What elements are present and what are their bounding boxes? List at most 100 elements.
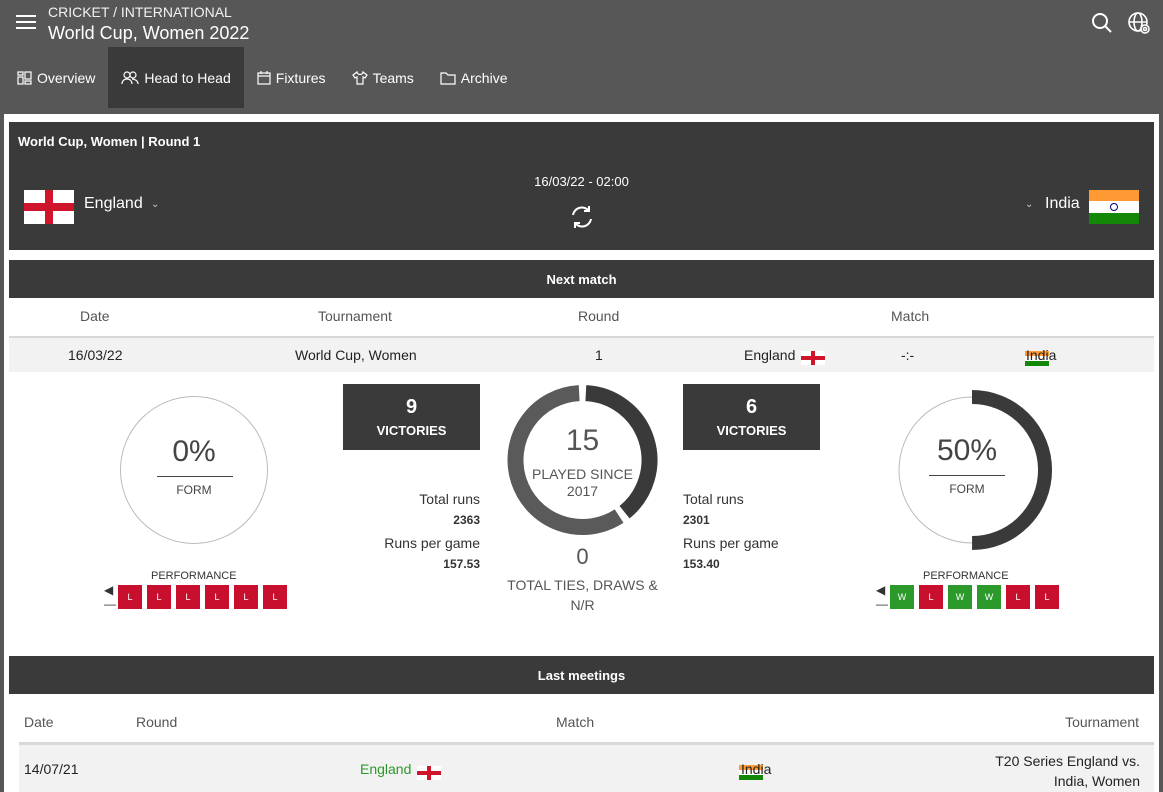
match-round: 1 (595, 347, 603, 363)
match-away-team: India (1026, 347, 1057, 363)
lm-tournament: T20 Series England vs. India, Women (995, 753, 1140, 789)
away-form-label: FORM (949, 482, 985, 496)
away-form-gauge: 50% FORM (893, 396, 1041, 544)
page-title: World Cup, Women 2022 (48, 23, 250, 43)
played-label: PLAYED SINCE 2017 (532, 466, 633, 499)
lm-date: 14/07/21 (24, 761, 79, 777)
tab-label: Overview (37, 69, 96, 86)
ties-count: 0 (576, 544, 589, 569)
result-badge: L (1035, 585, 1059, 609)
match-score: -:- (901, 347, 915, 363)
away-rpg-value: 153.40 (683, 557, 720, 571)
away-form-value: 50% (936, 434, 998, 467)
match-tournament: World Cup, Women (295, 347, 417, 363)
col-header-tournament: Tournament (318, 308, 392, 324)
result-badge: W (948, 585, 972, 609)
tab-bar: Overview Head to Head Fixtures Teams Arc… (4, 47, 520, 108)
lm-home-team: England (360, 761, 412, 777)
home-form-label: FORM (176, 483, 212, 497)
played-count: 15 (565, 424, 600, 457)
away-total-runs-label: Total runs (683, 491, 744, 507)
home-victories-box: 9 VICTORIES (343, 384, 480, 450)
result-badge: L (263, 585, 287, 609)
away-runs-per-game: Runs per game 153.40 (683, 535, 779, 571)
top-header: CRICKET / INTERNATIONAL World Cup, Women… (0, 0, 1163, 108)
ties-label: TOTAL TIES, DRAWS & N/R (507, 577, 658, 613)
lm-header-match: Match (556, 714, 595, 730)
away-performance-label: PERFORMANCE (923, 570, 1009, 582)
gauge-fill (971, 390, 1052, 550)
chevron-down-icon[interactable]: ⌄ (151, 199, 160, 210)
round-title: World Cup, Women | Round 1 (18, 134, 201, 149)
result-badge: L (147, 585, 171, 609)
tab-teams[interactable]: Teams (339, 47, 427, 108)
divider (929, 475, 1005, 476)
refresh-icon[interactable] (569, 204, 595, 230)
result-badge: L (205, 585, 229, 609)
last-meetings-bar: Last meetings (9, 656, 1154, 694)
shirt-icon (351, 70, 368, 85)
home-form-gauge: 0% FORM (120, 396, 268, 544)
result-badge: L (1006, 585, 1030, 609)
tab-archive[interactable]: Archive (427, 47, 521, 108)
home-performance-label: PERFORMANCE (151, 570, 237, 582)
home-form-value: 0% (172, 435, 216, 468)
away-total-runs: Total runs 2301 (683, 491, 744, 527)
next-match-row[interactable]: 16/03/22 World Cup, Women 1 England -:- … (9, 336, 1154, 372)
result-badge: L (919, 585, 943, 609)
lm-away-team: India (741, 761, 772, 777)
folder-icon (440, 71, 456, 85)
col-header-round: Round (578, 308, 620, 324)
table-row[interactable]: 14/07/21 England India T20 Series Englan… (19, 742, 1154, 792)
india-flag-icon (1024, 350, 1049, 366)
home-runs-per-game: Runs per game 157.53 (384, 535, 480, 571)
home-rpg-value: 157.53 (443, 557, 480, 571)
away-form-arc (898, 390, 1052, 550)
away-team-name[interactable]: India (1045, 195, 1080, 212)
home-total-runs-value: 2363 (453, 513, 480, 527)
match-home-team: England (744, 347, 796, 363)
hamburger-menu-icon[interactable] (16, 12, 36, 30)
calendar-icon (257, 70, 271, 85)
col-header-date: Date (80, 308, 110, 324)
tab-overview[interactable]: Overview (4, 47, 108, 108)
england-flag-icon (24, 190, 74, 224)
match-datetime: 16/03/22 - 02:00 (534, 174, 629, 189)
tab-fixtures[interactable]: Fixtures (244, 47, 339, 108)
breadcrumb[interactable]: CRICKET / INTERNATIONAL (48, 4, 232, 20)
overview-icon (17, 70, 32, 85)
users-icon (121, 70, 139, 84)
result-badge: L (118, 585, 142, 609)
away-victories-count: 6 (745, 396, 758, 418)
home-victories-label: VICTORIES (376, 423, 447, 438)
home-total-runs-label: Total runs (419, 491, 480, 507)
home-total-runs: Total runs 2363 (419, 491, 480, 527)
match-date: 16/03/22 (68, 347, 123, 363)
away-total-runs-value: 2301 (683, 513, 710, 527)
home-victories-count: 9 (405, 396, 418, 418)
col-header-match: Match (891, 308, 930, 324)
match-header: World Cup, Women | Round 1 England ⌄ 16/… (9, 122, 1154, 250)
lm-header-tournament: Tournament (1065, 714, 1139, 730)
next-match-bar: Next match (9, 260, 1154, 298)
chevron-down-icon[interactable]: ⌄ (1025, 199, 1034, 210)
main-content: World Cup, Women | Round 1 England ⌄ 16/… (4, 114, 1159, 792)
home-victories-segment (507, 385, 624, 535)
search-icon[interactable] (1090, 11, 1114, 35)
lm-header-date: Date (24, 714, 54, 730)
tab-label: Head to Head (144, 69, 231, 86)
tab-label: Fixtures (275, 69, 326, 86)
home-team-name[interactable]: England (84, 195, 143, 212)
tab-head-to-head[interactable]: Head to Head (108, 47, 244, 108)
result-badge: L (176, 585, 200, 609)
india-flag-icon (738, 764, 763, 780)
arrow-left-icon: ◀— (104, 583, 116, 611)
england-flag-icon (801, 351, 825, 366)
globe-settings-icon[interactable] (1127, 11, 1151, 35)
home-rpg-label: Runs per game (384, 535, 480, 551)
india-flag-icon (1089, 190, 1139, 224)
tab-label: Teams (372, 69, 414, 86)
away-rpg-label: Runs per game (683, 535, 779, 551)
